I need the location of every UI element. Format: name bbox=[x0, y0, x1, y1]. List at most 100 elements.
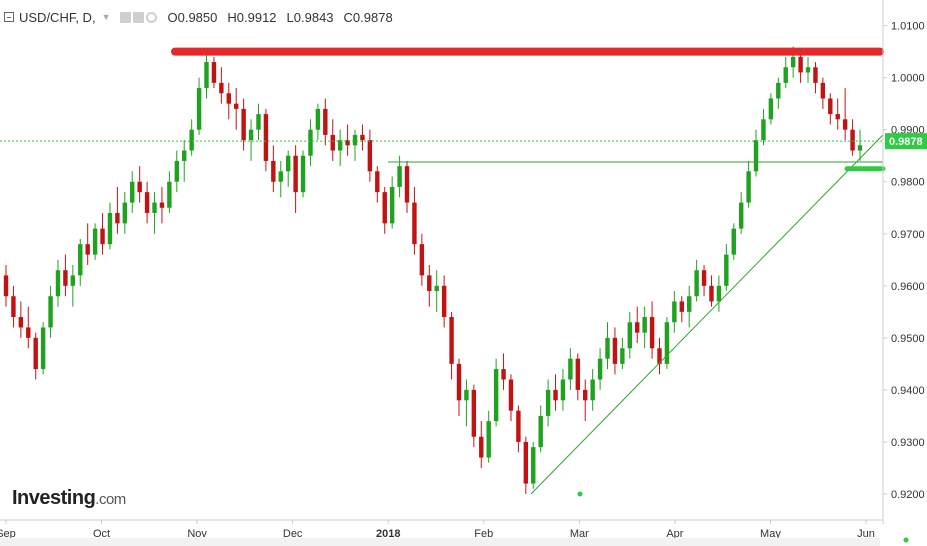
candle[interactable] bbox=[427, 265, 432, 307]
candle[interactable] bbox=[107, 202, 113, 250]
visibility-icon[interactable] bbox=[133, 11, 145, 23]
candle[interactable] bbox=[686, 285, 692, 328]
candle[interactable] bbox=[382, 186, 387, 234]
candle[interactable] bbox=[419, 233, 425, 286]
scroll-track[interactable] bbox=[0, 538, 880, 546]
candle[interactable] bbox=[798, 51, 803, 83]
candle[interactable] bbox=[189, 119, 194, 156]
candle[interactable] bbox=[397, 155, 402, 198]
candle[interactable] bbox=[516, 405, 521, 453]
candle[interactable] bbox=[26, 306, 31, 349]
candle[interactable] bbox=[92, 223, 98, 260]
candle[interactable] bbox=[813, 62, 818, 94]
candle[interactable] bbox=[553, 374, 558, 411]
candle[interactable] bbox=[523, 436, 529, 494]
anchor-dot[interactable] bbox=[577, 491, 583, 497]
candle[interactable] bbox=[389, 176, 395, 229]
symbol-label[interactable]: USD/CHF, D, bbox=[19, 9, 96, 25]
candle[interactable] bbox=[679, 296, 684, 323]
candle[interactable] bbox=[375, 166, 380, 203]
candle[interactable] bbox=[531, 441, 536, 489]
candle[interactable] bbox=[538, 405, 543, 453]
candle[interactable] bbox=[360, 124, 365, 151]
candle[interactable] bbox=[508, 374, 514, 422]
candle[interactable] bbox=[783, 56, 788, 89]
candle[interactable] bbox=[612, 327, 618, 375]
candle[interactable] bbox=[226, 82, 231, 120]
candle[interactable] bbox=[605, 322, 610, 370]
candle[interactable] bbox=[11, 285, 16, 328]
candle[interactable] bbox=[285, 150, 291, 187]
candle[interactable] bbox=[323, 98, 328, 146]
candle[interactable] bbox=[234, 88, 239, 130]
candle[interactable] bbox=[159, 186, 165, 224]
candle[interactable] bbox=[256, 103, 261, 141]
candle[interactable] bbox=[761, 108, 766, 146]
candle[interactable] bbox=[746, 160, 751, 208]
candle[interactable] bbox=[40, 322, 46, 375]
candle[interactable] bbox=[241, 98, 246, 151]
chevron-down-icon[interactable]: ▼ bbox=[101, 12, 111, 22]
candle[interactable] bbox=[48, 285, 53, 338]
candle[interactable] bbox=[776, 77, 781, 109]
candle[interactable] bbox=[835, 98, 840, 130]
candle[interactable] bbox=[308, 119, 313, 167]
candle[interactable] bbox=[664, 317, 670, 370]
candle[interactable] bbox=[620, 337, 625, 370]
candle[interactable] bbox=[694, 259, 699, 302]
candle[interactable] bbox=[18, 301, 24, 338]
candle[interactable] bbox=[85, 223, 90, 265]
candle[interactable] bbox=[271, 145, 276, 193]
candle[interactable] bbox=[219, 67, 224, 104]
candle[interactable] bbox=[857, 129, 863, 161]
candle[interactable] bbox=[545, 379, 551, 427]
candle[interactable] bbox=[568, 348, 573, 390]
candle[interactable] bbox=[130, 171, 135, 213]
candle[interactable] bbox=[115, 186, 120, 234]
candle[interactable] bbox=[560, 369, 566, 411]
candle[interactable] bbox=[63, 254, 68, 297]
candle[interactable] bbox=[352, 129, 358, 161]
candle[interactable] bbox=[345, 124, 350, 156]
candle[interactable] bbox=[501, 353, 506, 390]
candle[interactable] bbox=[300, 150, 306, 198]
close-icon[interactable] bbox=[146, 11, 158, 23]
candle[interactable] bbox=[144, 181, 150, 224]
candle[interactable] bbox=[152, 192, 157, 234]
candle[interactable] bbox=[471, 384, 477, 448]
candle[interactable] bbox=[627, 311, 632, 359]
candle[interactable] bbox=[78, 238, 83, 286]
candle[interactable] bbox=[100, 212, 105, 255]
candle[interactable] bbox=[167, 171, 172, 213]
candle[interactable] bbox=[583, 379, 588, 422]
candle[interactable] bbox=[597, 348, 603, 390]
candle[interactable] bbox=[211, 56, 217, 89]
candle[interactable] bbox=[716, 275, 722, 312]
candle[interactable] bbox=[635, 306, 640, 344]
trend-line[interactable] bbox=[530, 134, 884, 495]
candle[interactable] bbox=[404, 160, 410, 213]
candle[interactable] bbox=[456, 358, 462, 416]
candle[interactable] bbox=[122, 192, 128, 234]
candle[interactable] bbox=[293, 145, 298, 213]
candle[interactable] bbox=[768, 93, 774, 125]
candle[interactable] bbox=[263, 108, 269, 172]
candle[interactable] bbox=[196, 77, 202, 135]
scroll-handle-dot[interactable] bbox=[903, 537, 909, 543]
candle[interactable] bbox=[805, 56, 811, 83]
candle[interactable] bbox=[55, 259, 61, 307]
candle[interactable] bbox=[3, 265, 9, 307]
candle[interactable] bbox=[731, 223, 736, 260]
candle[interactable] bbox=[412, 186, 417, 255]
candle[interactable] bbox=[672, 291, 677, 333]
candle[interactable] bbox=[709, 275, 714, 307]
candle[interactable] bbox=[330, 119, 335, 161]
candle[interactable] bbox=[479, 421, 484, 468]
candle[interactable] bbox=[70, 265, 76, 307]
candle[interactable] bbox=[486, 410, 491, 463]
candle[interactable] bbox=[33, 332, 38, 380]
candle[interactable] bbox=[464, 379, 469, 427]
candle[interactable] bbox=[449, 311, 454, 380]
candle[interactable] bbox=[828, 93, 833, 125]
